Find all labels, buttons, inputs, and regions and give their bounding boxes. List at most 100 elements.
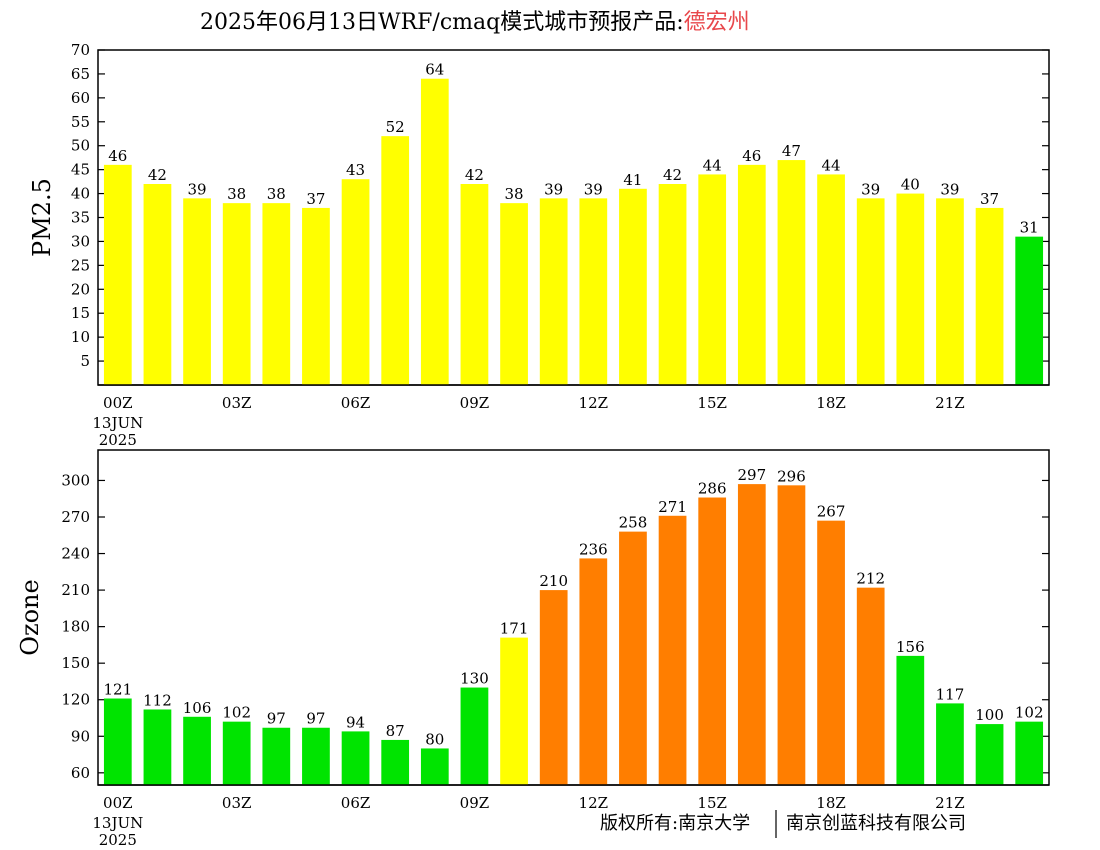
ozone-bar xyxy=(817,520,845,785)
ozone-y-tick-label: 180 xyxy=(61,618,90,636)
ozone-bar xyxy=(143,709,172,785)
ozone-bar-value-label: 156 xyxy=(896,638,925,656)
pm25-y-tick-label: 70 xyxy=(71,41,90,59)
pm25-bar-value-label: 39 xyxy=(584,180,603,198)
ozone-bar xyxy=(381,739,410,785)
ozone-x-tick-label: 21Z xyxy=(935,794,965,812)
ozone-bar xyxy=(341,731,370,785)
pm25-y-tick-label: 25 xyxy=(71,256,90,274)
pm25-bar xyxy=(579,198,608,385)
title-city: 德宏州 xyxy=(684,10,750,35)
ozone-bar-value-label: 97 xyxy=(306,710,325,728)
pm25-bar-value-label: 39 xyxy=(861,180,880,198)
pm25-bar-value-label: 52 xyxy=(386,118,405,136)
ozone-bar xyxy=(460,687,489,785)
pm25-y-axis-label: PM2.5 xyxy=(28,178,56,257)
pm25-bar xyxy=(896,193,925,385)
pm25-bar-value-label: 44 xyxy=(822,156,841,174)
pm25-x-tick-label: 18Z xyxy=(816,394,846,412)
pm25-bar-value-label: 38 xyxy=(505,185,524,203)
pm25-y-tick-label: 40 xyxy=(71,185,90,203)
pm25-bar xyxy=(539,198,568,385)
ozone-bar xyxy=(1015,721,1044,785)
pm25-bar-value-label: 31 xyxy=(1020,219,1039,237)
pm25-bar xyxy=(183,198,211,385)
ozone-bar xyxy=(658,515,687,785)
pm25-y-tick-label: 45 xyxy=(71,161,90,179)
pm25-bar-value-label: 38 xyxy=(267,185,286,203)
pm25-y-tick-label: 20 xyxy=(71,280,90,298)
ozone-x-date-label: 2025 xyxy=(99,831,137,849)
ozone-bar-value-label: 212 xyxy=(856,570,885,588)
ozone-bar xyxy=(896,655,925,785)
pm25-x-tick-label: 15Z xyxy=(697,394,727,412)
pm25-bar xyxy=(103,164,132,385)
ozone-x-tick-label: 00Z xyxy=(103,794,133,812)
pm25-y-tick-label: 10 xyxy=(71,328,90,346)
ozone-x-tick-label: 09Z xyxy=(460,794,490,812)
pm25-bar xyxy=(1015,236,1044,385)
pm25-y-tick-label: 5 xyxy=(80,352,90,370)
pm25-x-tick-label: 06Z xyxy=(341,394,371,412)
ozone-y-tick-label: 90 xyxy=(71,727,90,745)
ozone-y-tick-label: 210 xyxy=(61,581,90,599)
pm25-bar xyxy=(975,207,1004,385)
ozone-chart: Ozone 60 90 120 150 180 210 240 270 300 00Z 13JUN20… xyxy=(16,449,1050,849)
ozone-bar xyxy=(183,716,211,785)
pm25-y-tick-label: 55 xyxy=(71,113,90,131)
ozone-x-tick-label: 18Z xyxy=(816,794,846,812)
pm25-bar xyxy=(658,184,687,385)
ozone-bar-value-label: 102 xyxy=(1015,704,1044,722)
ozone-bar-value-label: 117 xyxy=(936,685,965,703)
pm25-bar-value-label: 39 xyxy=(544,180,563,198)
ozone-bar-value-label: 94 xyxy=(346,713,365,731)
pm25-bar xyxy=(222,203,251,385)
pm25-chart: PM2.551015202530354045505560657000Z13JUN… xyxy=(28,41,1050,449)
ozone-bar xyxy=(737,484,766,785)
ozone-bar-value-label: 97 xyxy=(267,710,286,728)
pm25-bar xyxy=(936,198,964,385)
ozone-y-axis-label: Ozone xyxy=(16,579,44,655)
pm25-y-tick-label: 35 xyxy=(71,209,90,227)
ozone-bar-value-label: 121 xyxy=(103,681,132,699)
ozone-y-tick-label: 150 xyxy=(61,654,90,672)
pm25-y-tick-label: 65 xyxy=(71,65,90,83)
pm25-bar xyxy=(856,198,885,385)
ozone-bar xyxy=(539,590,568,785)
ozone-bar-value-label: 130 xyxy=(460,670,489,688)
ozone-x-tick-label: 12Z xyxy=(579,794,609,812)
ozone-bar-value-label: 102 xyxy=(222,704,251,722)
pm25-bar-value-label: 39 xyxy=(940,180,959,198)
ozone-y-tick-label: 300 xyxy=(61,471,90,489)
ozone-bar xyxy=(420,748,449,785)
ozone-bar xyxy=(579,558,608,785)
pm25-bar xyxy=(143,184,172,385)
pm25-bar xyxy=(262,203,291,385)
ozone-bar-value-label: 297 xyxy=(737,466,766,484)
ozone-bar xyxy=(856,587,885,785)
ozone-bar-value-label: 80 xyxy=(425,730,444,748)
pm25-y-tick-label: 30 xyxy=(71,232,90,250)
ozone-x-tick-label: 03Z xyxy=(222,794,252,812)
pm25-bar-value-label: 46 xyxy=(742,147,761,165)
ozone-bar-value-label: 100 xyxy=(975,706,1004,724)
pm25-y-tick-label: 15 xyxy=(71,304,90,322)
ozone-bar xyxy=(103,698,132,785)
pm25-x-date-label: 2025 xyxy=(99,431,137,449)
ozone-bar xyxy=(936,703,964,785)
ozone-bar-value-label: 171 xyxy=(500,620,529,638)
pm25-bar-value-label: 42 xyxy=(663,166,682,184)
ozone-bar-value-label: 267 xyxy=(817,503,846,521)
ozone-bar xyxy=(619,531,647,785)
title-prefix: 2025年06月13日WRF/cmaq模式城市预报产品: xyxy=(200,10,684,35)
pm25-bar-value-label: 38 xyxy=(227,185,246,203)
pm25-bar xyxy=(817,174,845,385)
pm25-bar xyxy=(420,78,449,385)
ozone-bar-value-label: 236 xyxy=(579,540,608,558)
ozone-bar xyxy=(500,637,528,785)
pm25-x-tick-label: 03Z xyxy=(222,394,252,412)
ozone-x-date-label: 13JUN xyxy=(92,814,143,832)
ozone-bar-value-label: 112 xyxy=(143,691,172,709)
ozone-bar xyxy=(777,485,806,785)
